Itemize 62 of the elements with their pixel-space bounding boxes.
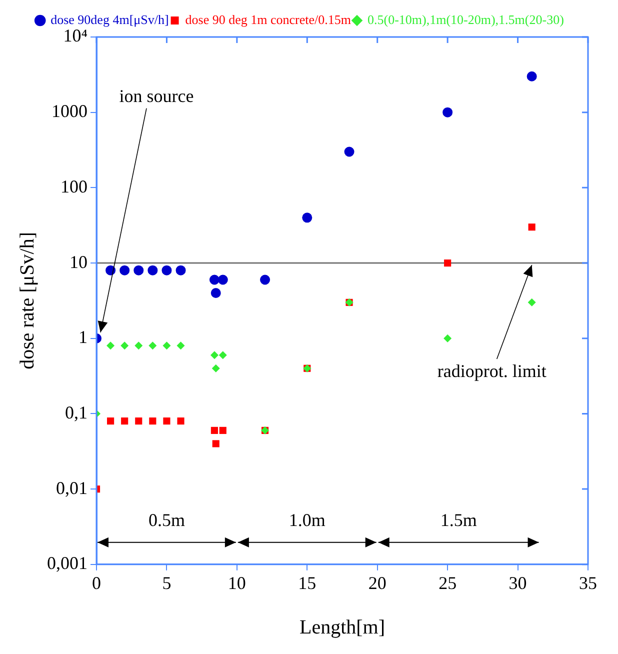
- point: [444, 259, 452, 267]
- point: [120, 342, 129, 350]
- point: [176, 265, 186, 276]
- annotation: radioprot. limit: [437, 360, 546, 381]
- point: [163, 417, 170, 425]
- point: [209, 274, 220, 285]
- point: [210, 351, 218, 360]
- y-tick-label: 1: [78, 327, 88, 348]
- point: [120, 265, 130, 276]
- point: [212, 364, 220, 372]
- y-tick-label: 0,01: [56, 478, 88, 498]
- point: [210, 288, 221, 298]
- y-axis-title: dose rate [μSv/h]: [16, 232, 38, 370]
- point: [212, 440, 220, 448]
- y-tick-label: 10: [70, 252, 88, 272]
- annotation: 0.5m: [148, 510, 185, 530]
- point: [106, 265, 116, 276]
- point: [528, 224, 536, 231]
- x-tick-label: 15: [298, 572, 316, 593]
- x-tick-label: 20: [368, 572, 386, 593]
- point: [444, 334, 452, 342]
- y-tick-label: 10⁴: [63, 26, 88, 46]
- legend-label: 0.5(0-10m),1m(10-20m),1.5m(20-30): [367, 12, 564, 27]
- legend-label: dose 90deg 4m[μSv/h]: [50, 12, 169, 27]
- y-tick-label: 1000: [52, 101, 88, 122]
- annotation: ion source: [119, 86, 194, 106]
- point: [442, 107, 453, 118]
- point: [210, 426, 218, 434]
- point: [148, 265, 158, 276]
- x-tick-label: 25: [438, 572, 457, 593]
- point: [162, 342, 171, 350]
- point: [162, 265, 172, 276]
- point: [526, 71, 537, 82]
- point: [148, 342, 157, 350]
- point: [106, 342, 115, 350]
- x-tick-label: 0: [92, 572, 101, 593]
- x-axis-title: Length[m]: [299, 616, 386, 638]
- point: [528, 298, 536, 306]
- point: [176, 342, 185, 350]
- point: [260, 274, 270, 285]
- point: [177, 417, 184, 425]
- point: [344, 146, 354, 157]
- point: [135, 417, 142, 425]
- point: [121, 417, 128, 425]
- y-tick-label: 0,001: [47, 553, 88, 574]
- x-tick-label: 35: [579, 572, 597, 593]
- x-tick-label: 30: [508, 572, 527, 593]
- point: [134, 342, 143, 350]
- x-tick-label: 5: [162, 572, 172, 593]
- annotation: 1.5m: [440, 510, 477, 530]
- point: [149, 417, 156, 425]
- point: [302, 212, 312, 223]
- x-tick-label: 10: [228, 572, 246, 593]
- legend-label: dose 90 deg 1m concrete/0.15m: [185, 12, 351, 27]
- point: [134, 265, 144, 276]
- point: [219, 426, 226, 434]
- point: [218, 351, 227, 360]
- y-tick-label: 100: [60, 176, 88, 196]
- point: [107, 417, 114, 425]
- annotation: 1.0m: [288, 510, 326, 530]
- y-tick-label: 0,1: [65, 402, 88, 422]
- point: [218, 274, 228, 285]
